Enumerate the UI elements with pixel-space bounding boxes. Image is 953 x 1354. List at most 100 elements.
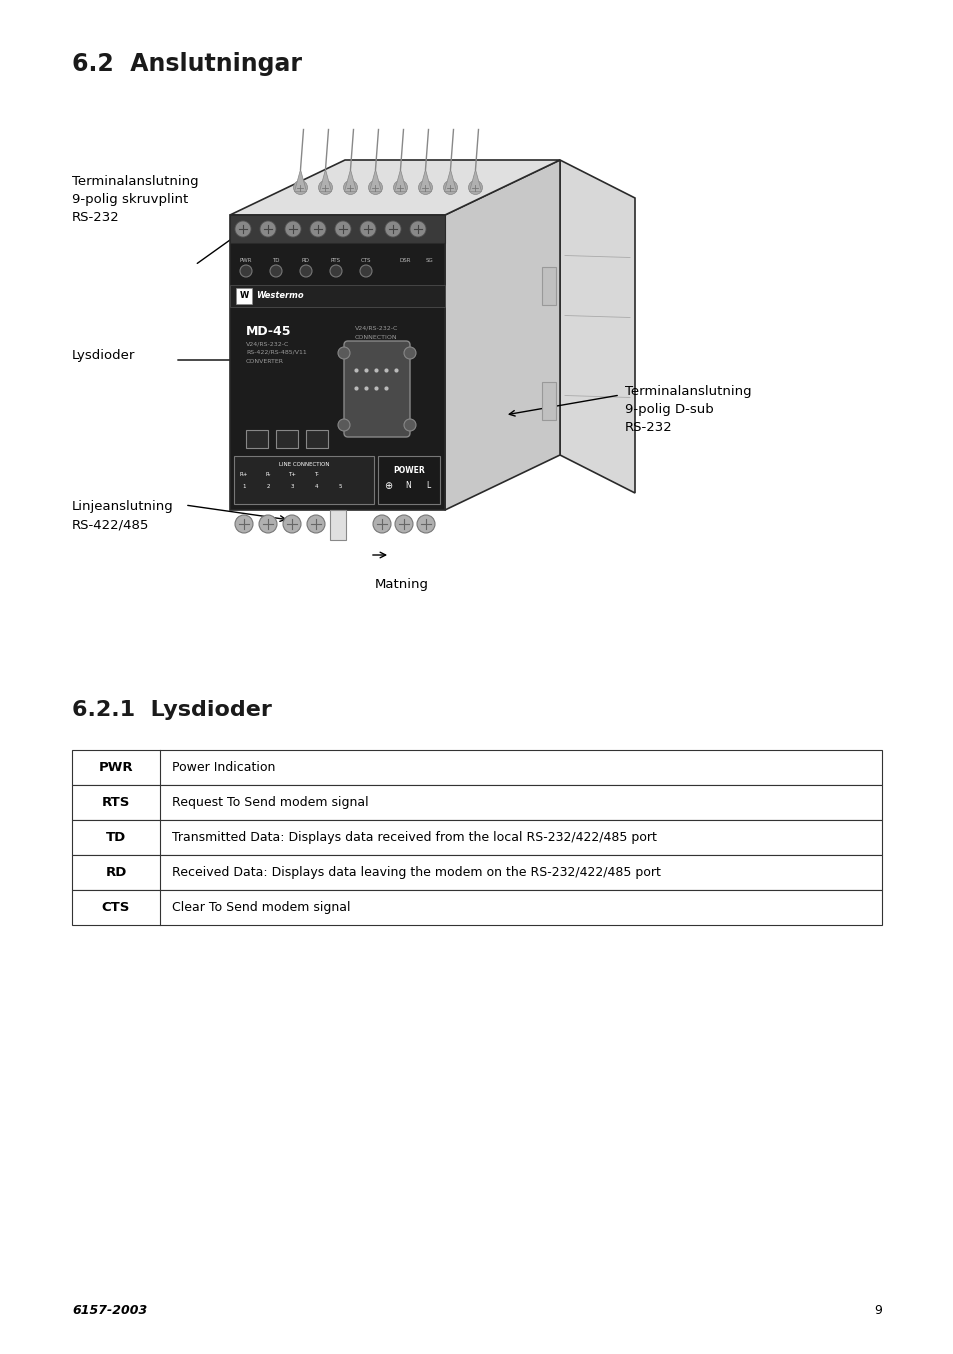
Bar [71,854,882,890]
Text: Westermo: Westermo [255,291,303,301]
Polygon shape [230,160,559,215]
Text: R+: R+ [239,471,248,477]
Bar [541,382,556,420]
Text: TD: TD [272,259,279,263]
Text: Clear To Send modem signal: Clear To Send modem signal [172,900,350,914]
Polygon shape [559,160,635,493]
Bar [71,821,882,854]
Text: V24/RS-232-C: V24/RS-232-C [355,325,398,330]
Circle shape [418,180,432,195]
Text: 4: 4 [314,483,317,489]
Text: 5: 5 [338,483,341,489]
Text: Power Indication: Power Indication [172,761,275,774]
Circle shape [258,515,276,533]
Text: Received Data: Displays data leaving the modem on the RS-232/422/485 port: Received Data: Displays data leaving the… [172,867,660,879]
Circle shape [337,418,350,431]
Bar [330,510,346,540]
Bar [377,456,439,504]
Text: R-: R- [265,471,271,477]
Circle shape [283,515,301,533]
Circle shape [343,180,357,195]
Text: RD: RD [302,259,310,263]
Text: RS-422/RS-485/V11: RS-422/RS-485/V11 [246,349,307,355]
Bar [235,288,252,305]
Circle shape [359,265,372,278]
Text: PWR: PWR [239,259,252,263]
Text: RTS: RTS [102,796,130,808]
Text: 6157-2003: 6157-2003 [71,1304,147,1316]
Text: SG: SG [426,259,434,263]
Circle shape [385,221,400,237]
Circle shape [294,180,307,195]
Text: L: L [425,482,430,490]
Circle shape [403,347,416,359]
Circle shape [330,265,341,278]
Circle shape [395,515,413,533]
Text: RTS: RTS [331,259,341,263]
Bar [306,431,328,448]
Bar [230,215,444,242]
Text: N: N [405,482,411,490]
Circle shape [285,221,301,237]
Text: V24/RS-232-C: V24/RS-232-C [246,341,289,347]
Text: ⊕: ⊕ [383,481,392,492]
Text: CTS: CTS [360,259,371,263]
Text: W: W [239,291,249,301]
Polygon shape [469,169,481,191]
Polygon shape [344,169,356,191]
Text: Terminalanslutning
9-polig D-sub
RS-232: Terminalanslutning 9-polig D-sub RS-232 [624,385,751,435]
Text: Terminalanslutning
9-polig skruvplint
RS-232: Terminalanslutning 9-polig skruvplint RS… [71,175,198,223]
FancyBboxPatch shape [344,341,410,437]
Polygon shape [294,169,306,191]
Text: RD: RD [105,867,127,879]
Bar [275,431,297,448]
Bar [230,284,444,307]
Bar [230,215,444,510]
Circle shape [307,515,325,533]
Circle shape [468,180,482,195]
Text: LINE CONNECTION: LINE CONNECTION [278,462,329,467]
Text: 2: 2 [266,483,270,489]
Text: Lysdioder: Lysdioder [71,348,135,362]
Circle shape [270,265,282,278]
Text: Request To Send modem signal: Request To Send modem signal [172,796,368,808]
Text: Matning: Matning [375,578,429,590]
Text: 9: 9 [873,1304,882,1316]
Circle shape [318,180,333,195]
Bar [246,431,268,448]
Circle shape [443,180,457,195]
Text: T+: T+ [288,471,295,477]
Circle shape [240,265,252,278]
Text: MD-45: MD-45 [246,325,292,338]
Bar [71,890,882,925]
Text: 6.2  Anslutningar: 6.2 Anslutningar [71,51,302,76]
Circle shape [416,515,435,533]
Circle shape [359,221,375,237]
Text: 3: 3 [290,483,294,489]
Text: Linjeanslutning
RS-422/485: Linjeanslutning RS-422/485 [71,500,173,531]
Text: DSR: DSR [399,259,411,263]
Circle shape [373,515,391,533]
Circle shape [403,418,416,431]
Polygon shape [444,169,456,191]
Polygon shape [369,169,381,191]
Circle shape [368,180,382,195]
Text: 6.2.1  Lysdioder: 6.2.1 Lysdioder [71,700,272,720]
Text: PWR: PWR [98,761,133,774]
Polygon shape [395,169,406,191]
Bar [71,750,882,785]
Circle shape [310,221,326,237]
Text: TD: TD [106,831,126,844]
Circle shape [393,180,407,195]
Circle shape [410,221,426,237]
Text: CTS: CTS [102,900,130,914]
Text: CONNECTION: CONNECTION [355,334,397,340]
Circle shape [260,221,275,237]
Polygon shape [319,169,331,191]
Polygon shape [444,160,559,510]
Text: CONVERTER: CONVERTER [246,359,284,364]
Text: 1: 1 [242,483,246,489]
Circle shape [234,515,253,533]
Text: T-: T- [314,471,318,477]
Bar [541,267,556,305]
